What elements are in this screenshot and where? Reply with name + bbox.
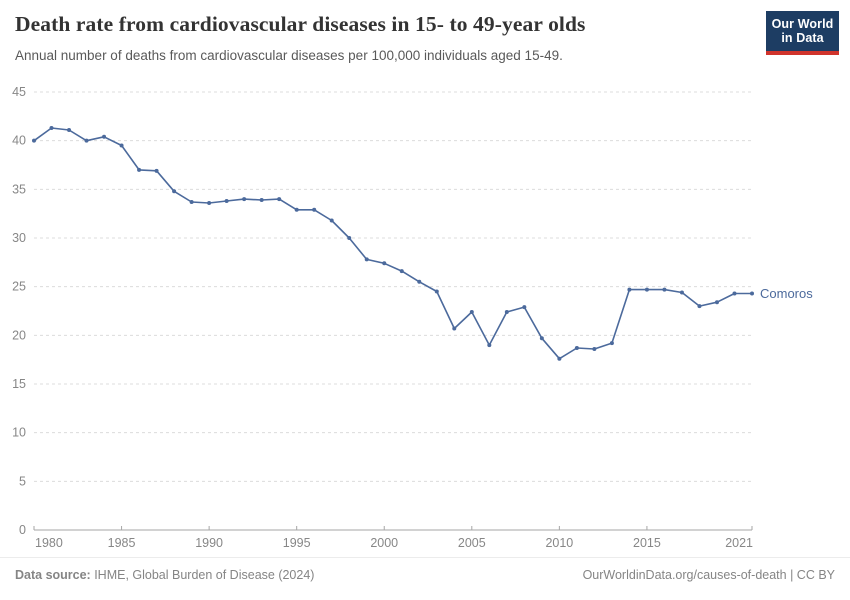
comoros-point-1991	[224, 199, 229, 204]
y-tick-label-40: 40	[12, 134, 26, 148]
comoros-point-1987	[154, 168, 159, 173]
data-source-text: IHME, Global Burden of Disease (2024)	[90, 568, 315, 582]
comoros-point-2010	[557, 356, 562, 361]
comoros-point-1996	[312, 207, 317, 212]
series-label-comoros: Comoros	[760, 286, 813, 301]
comoros-point-2018	[697, 304, 702, 309]
y-tick-label-30: 30	[12, 231, 26, 245]
comoros-point-2013	[609, 341, 614, 346]
comoros-point-1981	[49, 126, 54, 131]
x-tick-label-2021: 2021	[725, 536, 753, 550]
y-tick-label-15: 15	[12, 377, 26, 391]
credit-link[interactable]: OurWorldinData.org/causes-of-death | CC …	[582, 568, 835, 582]
comoros-point-2015	[644, 287, 649, 292]
comoros-point-1990	[207, 200, 212, 205]
x-tick-label-2000: 2000	[370, 536, 398, 550]
comoros-point-2017	[679, 290, 684, 295]
comoros-point-1999	[364, 257, 369, 262]
comoros-point-2021	[750, 291, 754, 296]
owid-logo-line1: Our World	[771, 16, 834, 31]
y-tick-label-10: 10	[12, 426, 26, 440]
comoros-point-2020	[732, 291, 737, 296]
comoros-point-1993	[259, 198, 264, 203]
comoros-point-1998	[347, 236, 352, 240]
x-tick-label-2005: 2005	[458, 536, 486, 550]
comoros-point-2002	[417, 279, 422, 284]
comoros-point-2001	[399, 269, 404, 274]
y-tick-label-5: 5	[19, 474, 26, 488]
chart-footer: Data source: IHME, Global Burden of Dise…	[15, 568, 835, 592]
owid-logo-line2: in Data	[781, 31, 824, 45]
comoros-point-2000	[382, 261, 387, 266]
y-tick-label-25: 25	[12, 280, 26, 294]
comoros-point-1989	[189, 199, 194, 204]
comoros-point-1997	[329, 218, 334, 223]
comoros-point-1982	[67, 127, 72, 132]
comoros-point-2009	[539, 336, 544, 341]
comoros-point-2007	[504, 309, 509, 314]
owid-logo[interactable]: Our World in Data	[766, 11, 839, 55]
comoros-line	[33, 127, 753, 360]
y-tick-label-20: 20	[12, 328, 26, 342]
chart-title: Death rate from cardiovascular diseases …	[15, 12, 586, 36]
x-tick-label-1985: 1985	[108, 536, 136, 550]
y-tick-label-45: 45	[12, 85, 26, 99]
x-tick-label-1995: 1995	[283, 536, 311, 550]
comoros-point-2011	[574, 345, 579, 350]
comoros-point-1985	[119, 143, 124, 148]
comoros-point-1995	[294, 207, 299, 212]
y-tick-label-0: 0	[19, 523, 26, 537]
comoros-point-2008	[522, 305, 527, 310]
line-chart: 0 5 10 15 20 25 30 35 40 45 1980 1985 1990 1995 2000 20…	[12, 85, 813, 550]
x-tick-label-1980: 1980	[35, 536, 63, 550]
chart-subtitle: Annual number of deaths from cardiovascu…	[15, 48, 563, 63]
comoros-point-2005	[469, 309, 474, 314]
comoros-point-2014	[627, 287, 632, 292]
comoros-point-2016	[662, 287, 667, 292]
footer-divider	[0, 557, 850, 558]
comoros-point-1983	[84, 138, 89, 143]
comoros-point-1994	[277, 197, 282, 202]
comoros-point-1980	[32, 138, 36, 143]
x-tick-label-2010: 2010	[545, 536, 573, 550]
comoros-point-2004	[452, 326, 457, 331]
comoros-point-1984	[102, 134, 107, 139]
data-source-label: Data source:	[15, 568, 91, 582]
y-tick-label-35: 35	[12, 182, 26, 196]
comoros-point-1992	[242, 197, 247, 202]
x-tick-label-1990: 1990	[195, 536, 223, 550]
comoros-point-2012	[592, 346, 597, 351]
comoros-point-1986	[137, 167, 142, 172]
comoros-point-1988	[172, 189, 177, 194]
comoros-point-2003	[434, 289, 439, 294]
data-source: Data source: IHME, Global Burden of Dise…	[15, 568, 314, 582]
x-tick-label-2015: 2015	[633, 536, 661, 550]
comoros-point-2006	[487, 343, 492, 348]
comoros-point-2019	[714, 300, 719, 305]
